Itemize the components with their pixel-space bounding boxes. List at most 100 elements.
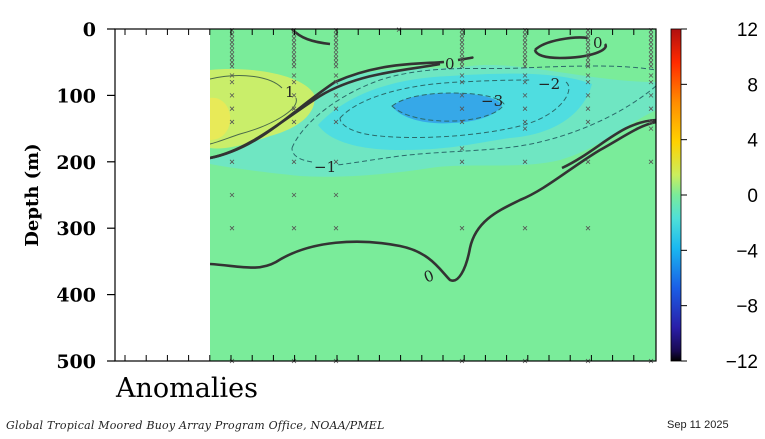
marker-stroke	[648, 126, 654, 131]
y-axis: 0 100 200 300 400 500	[56, 19, 115, 373]
marker-stroke	[459, 51, 465, 57]
marker-stroke	[459, 63, 465, 69]
marker-stroke	[648, 39, 654, 45]
marker-stroke	[333, 93, 339, 98]
marker-stroke	[648, 43, 654, 49]
marker-stroke	[459, 73, 465, 78]
marker-stroke	[229, 51, 235, 57]
marker-stroke	[522, 59, 528, 65]
marker-stroke	[585, 119, 591, 125]
marker-stroke	[229, 73, 235, 78]
marker-stroke	[585, 43, 591, 49]
marker-stroke	[522, 36, 528, 41]
marker-stroke	[229, 93, 235, 98]
marker-stroke	[459, 43, 465, 49]
contour-label-minus-one: −1	[314, 158, 336, 176]
contour-label-zero-small: 0	[593, 34, 603, 52]
marker-stroke	[459, 159, 465, 165]
marker-stroke	[229, 32, 235, 37]
credit-line: Global Tropical Moored Buoy Array Progra…	[6, 419, 385, 432]
marker-stroke	[291, 36, 297, 41]
marker-stroke	[333, 73, 339, 78]
contour-label-minus-three: −3	[481, 92, 503, 110]
marker-stroke	[648, 63, 654, 69]
contour-zero-mid	[210, 62, 441, 160]
marker-stroke	[229, 79, 235, 85]
marker-stroke	[522, 43, 528, 49]
marker-stroke	[522, 79, 528, 85]
marker-stroke	[333, 119, 339, 125]
top-ticks	[124, 29, 635, 361]
marker-stroke	[585, 93, 591, 98]
marker-stroke	[291, 119, 297, 125]
marker-stroke	[291, 59, 297, 65]
marker-stroke	[585, 32, 591, 37]
marker-stroke	[459, 59, 465, 65]
marker-stroke	[333, 106, 339, 111]
marker-stroke	[522, 51, 528, 57]
marker-stroke	[333, 159, 339, 165]
marker-stroke	[648, 119, 654, 125]
contour-minus-three	[391, 92, 505, 122]
marker-stroke	[291, 225, 297, 231]
marker-stroke	[459, 32, 465, 37]
marker-stroke	[585, 79, 591, 85]
marker-stroke	[459, 106, 465, 111]
marker-stroke	[459, 146, 465, 151]
marker-stroke	[229, 225, 235, 231]
marker-stroke	[585, 73, 591, 78]
marker-stroke	[522, 119, 528, 125]
y-tick-label: 500	[56, 351, 96, 373]
marker-stroke	[291, 63, 297, 69]
marker-stroke	[585, 39, 591, 45]
contour-zero-small	[533, 36, 608, 60]
marker-stroke	[291, 79, 297, 85]
marker-stroke	[522, 159, 528, 165]
marker-stroke	[648, 55, 654, 61]
marker-stroke	[522, 47, 528, 53]
marker-stroke	[333, 36, 339, 41]
marker-stroke	[333, 192, 339, 198]
y-tick-label: 200	[56, 152, 96, 174]
marker-stroke	[291, 93, 297, 98]
marker-stroke	[229, 43, 235, 49]
warm-core-fill	[210, 97, 231, 140]
colorbar-tick-label: −12	[726, 352, 758, 373]
marker-stroke	[585, 225, 591, 231]
panel-title: Anomalies	[115, 373, 258, 404]
marker-stroke	[648, 79, 654, 85]
marker-stroke	[291, 47, 297, 53]
marker-stroke	[229, 192, 235, 198]
plot-frame	[114, 28, 657, 362]
contour-label-warm-one: 1	[285, 83, 295, 101]
marker-stroke	[585, 36, 591, 41]
anomaly-field	[210, 29, 656, 361]
marker-stroke	[522, 39, 528, 45]
marker-stroke	[648, 51, 654, 57]
marker-stroke	[522, 106, 528, 111]
marker-stroke	[333, 55, 339, 61]
marker-stroke	[459, 79, 465, 85]
marker-stroke	[459, 225, 465, 231]
marker-stroke	[291, 192, 297, 198]
marker-stroke	[648, 93, 654, 98]
marker-stroke	[333, 59, 339, 65]
marker-stroke	[229, 159, 235, 165]
marker-stroke	[291, 55, 297, 61]
colorbar	[670, 28, 682, 362]
marker-stroke	[522, 32, 528, 37]
y-tick-label: 0	[83, 19, 96, 41]
contour-minus-one	[291, 65, 656, 166]
marker-stroke	[333, 43, 339, 49]
colorbar-tick-label: 0	[747, 186, 758, 207]
colorbar-ticks: 12 8 4 0 −4 −8 −12	[681, 20, 758, 373]
contour-label-minus-two: −2	[538, 75, 560, 93]
marker-stroke	[522, 93, 528, 98]
marker-stroke	[291, 32, 297, 37]
marker-stroke	[229, 55, 235, 61]
contour-zero-lower	[210, 120, 656, 282]
marker-stroke	[648, 73, 654, 78]
marker-stroke	[585, 59, 591, 65]
contour-zero-right	[561, 118, 656, 170]
